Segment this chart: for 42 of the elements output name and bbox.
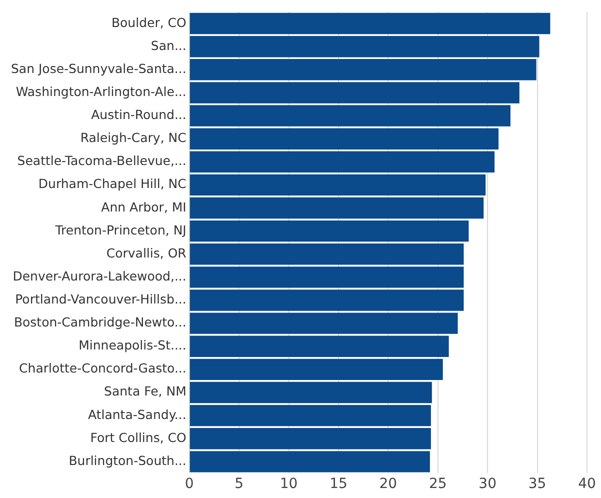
y-tick-label: Boulder, CO (111, 14, 187, 30)
y-tick-label: Durham-Chapel Hill, NC (38, 176, 187, 192)
bar (190, 382, 432, 404)
y-tick-label: Burlington-South... (68, 452, 186, 468)
y-tick-label: Atlanta-Sandy... (88, 406, 186, 422)
x-tick-label: 5 (234, 476, 244, 492)
y-tick-label: Raleigh-Cary, NC (80, 130, 187, 146)
y-tick-label: Charlotte-Concord-Gasto... (19, 360, 186, 376)
y-tick-label: Ann Arbor, MI (101, 199, 186, 214)
bar (190, 336, 449, 357)
y-tick-label: Portland-Vancouver-Hillsb... (15, 292, 186, 306)
x-tick-label: 20 (379, 476, 398, 492)
bar (190, 174, 486, 196)
y-tick-label: San Jose-Sunnyvale-Santa... (10, 60, 186, 76)
bar (190, 404, 431, 426)
y-tick-label: Trenton-Princeton, NJ (54, 222, 186, 238)
x-tick-label: 0 (184, 476, 194, 492)
x-tick-label: 15 (330, 476, 348, 492)
bar (190, 220, 469, 242)
x-tick-label: 30 (478, 476, 497, 492)
y-tick-label: Denver-Aurora-Lakewood,... (12, 268, 186, 284)
y-tick-label: Seattle-Tacoma-Bellevue,... (17, 153, 186, 168)
bar (190, 12, 550, 34)
bar (190, 197, 484, 219)
bar (190, 36, 540, 58)
x-tick-label: 40 (578, 476, 596, 492)
bar (190, 244, 464, 265)
y-tick-label: San... (150, 38, 186, 53)
y-tick-label: Washington-Arlington-Ale... (16, 84, 186, 99)
x-tick-label: 25 (428, 476, 447, 492)
y-tick-label: Corvallis, OR (106, 245, 187, 260)
y-tick-label: Fort Collins, CO (90, 430, 187, 445)
bar (190, 451, 430, 472)
x-tick-label: 10 (280, 476, 298, 492)
y-tick-label: Santa Fe, NM (104, 384, 186, 399)
x-tick-label: 35 (528, 476, 546, 492)
bar (190, 151, 495, 172)
bar (190, 428, 431, 450)
bar (190, 358, 443, 380)
y-tick-label: Minneapolis-St.... (78, 338, 186, 353)
y-tick-label: Boston-Cambridge-Newto... (14, 314, 186, 330)
y-tick-label: Austin-Round... (91, 107, 186, 122)
